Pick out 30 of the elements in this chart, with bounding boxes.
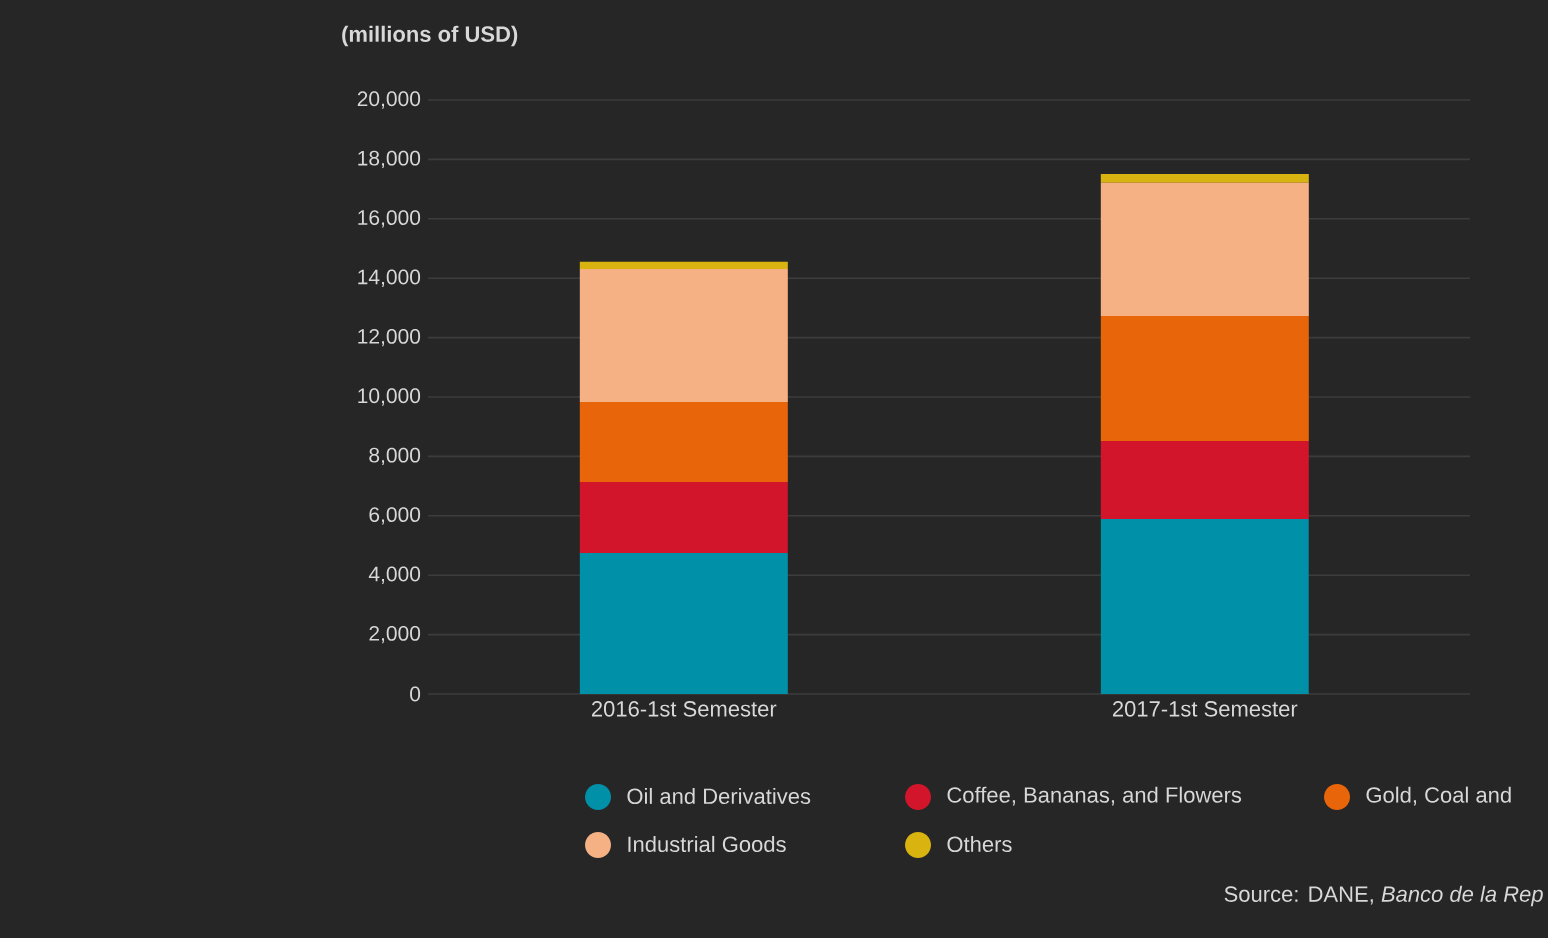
bar	[1100, 182, 1309, 316]
bar	[579, 261, 788, 269]
legend-label: Oil and Derivatives	[627, 787, 811, 805]
bar	[579, 269, 788, 403]
y-tick-label: 12,000	[358, 328, 421, 347]
bar	[579, 552, 788, 694]
x-tick-label: 2016-1st Semester	[591, 701, 777, 717]
y-tick-label: 2,000	[369, 625, 421, 644]
y-tick-label: 18,000	[358, 150, 421, 169]
legend-label: Gold, Coal and	[1366, 786, 1511, 806]
y-tick-label: 6,000	[369, 507, 421, 525]
y-tick-label: 0	[410, 686, 421, 702]
x-tick-label: 2017-1st Semester	[1112, 701, 1298, 717]
bar	[579, 402, 788, 482]
y-tick-label: 4,000	[368, 566, 421, 584]
bar	[1100, 173, 1309, 183]
y-tick-label: 20,000	[357, 91, 421, 109]
legend-label: Others	[947, 835, 1012, 853]
source-note: Source: DANE, Banco de la Rep	[1224, 885, 1543, 907]
bar	[1100, 519, 1309, 694]
y-axis-title: (millions of USD)	[342, 25, 518, 47]
y-tick-label: 14,000	[358, 269, 421, 287]
bar	[1100, 440, 1309, 520]
y-tick-label: 8,000	[369, 447, 421, 466]
bar	[579, 481, 788, 553]
y-tick-label: 16,000	[358, 210, 421, 228]
y-tick-label: 10,000	[358, 388, 421, 406]
legend-label: Industrial Goods	[628, 835, 786, 853]
legend-label: Coffee, Bananas, and Flowers	[947, 786, 1242, 806]
bar	[1100, 315, 1309, 441]
